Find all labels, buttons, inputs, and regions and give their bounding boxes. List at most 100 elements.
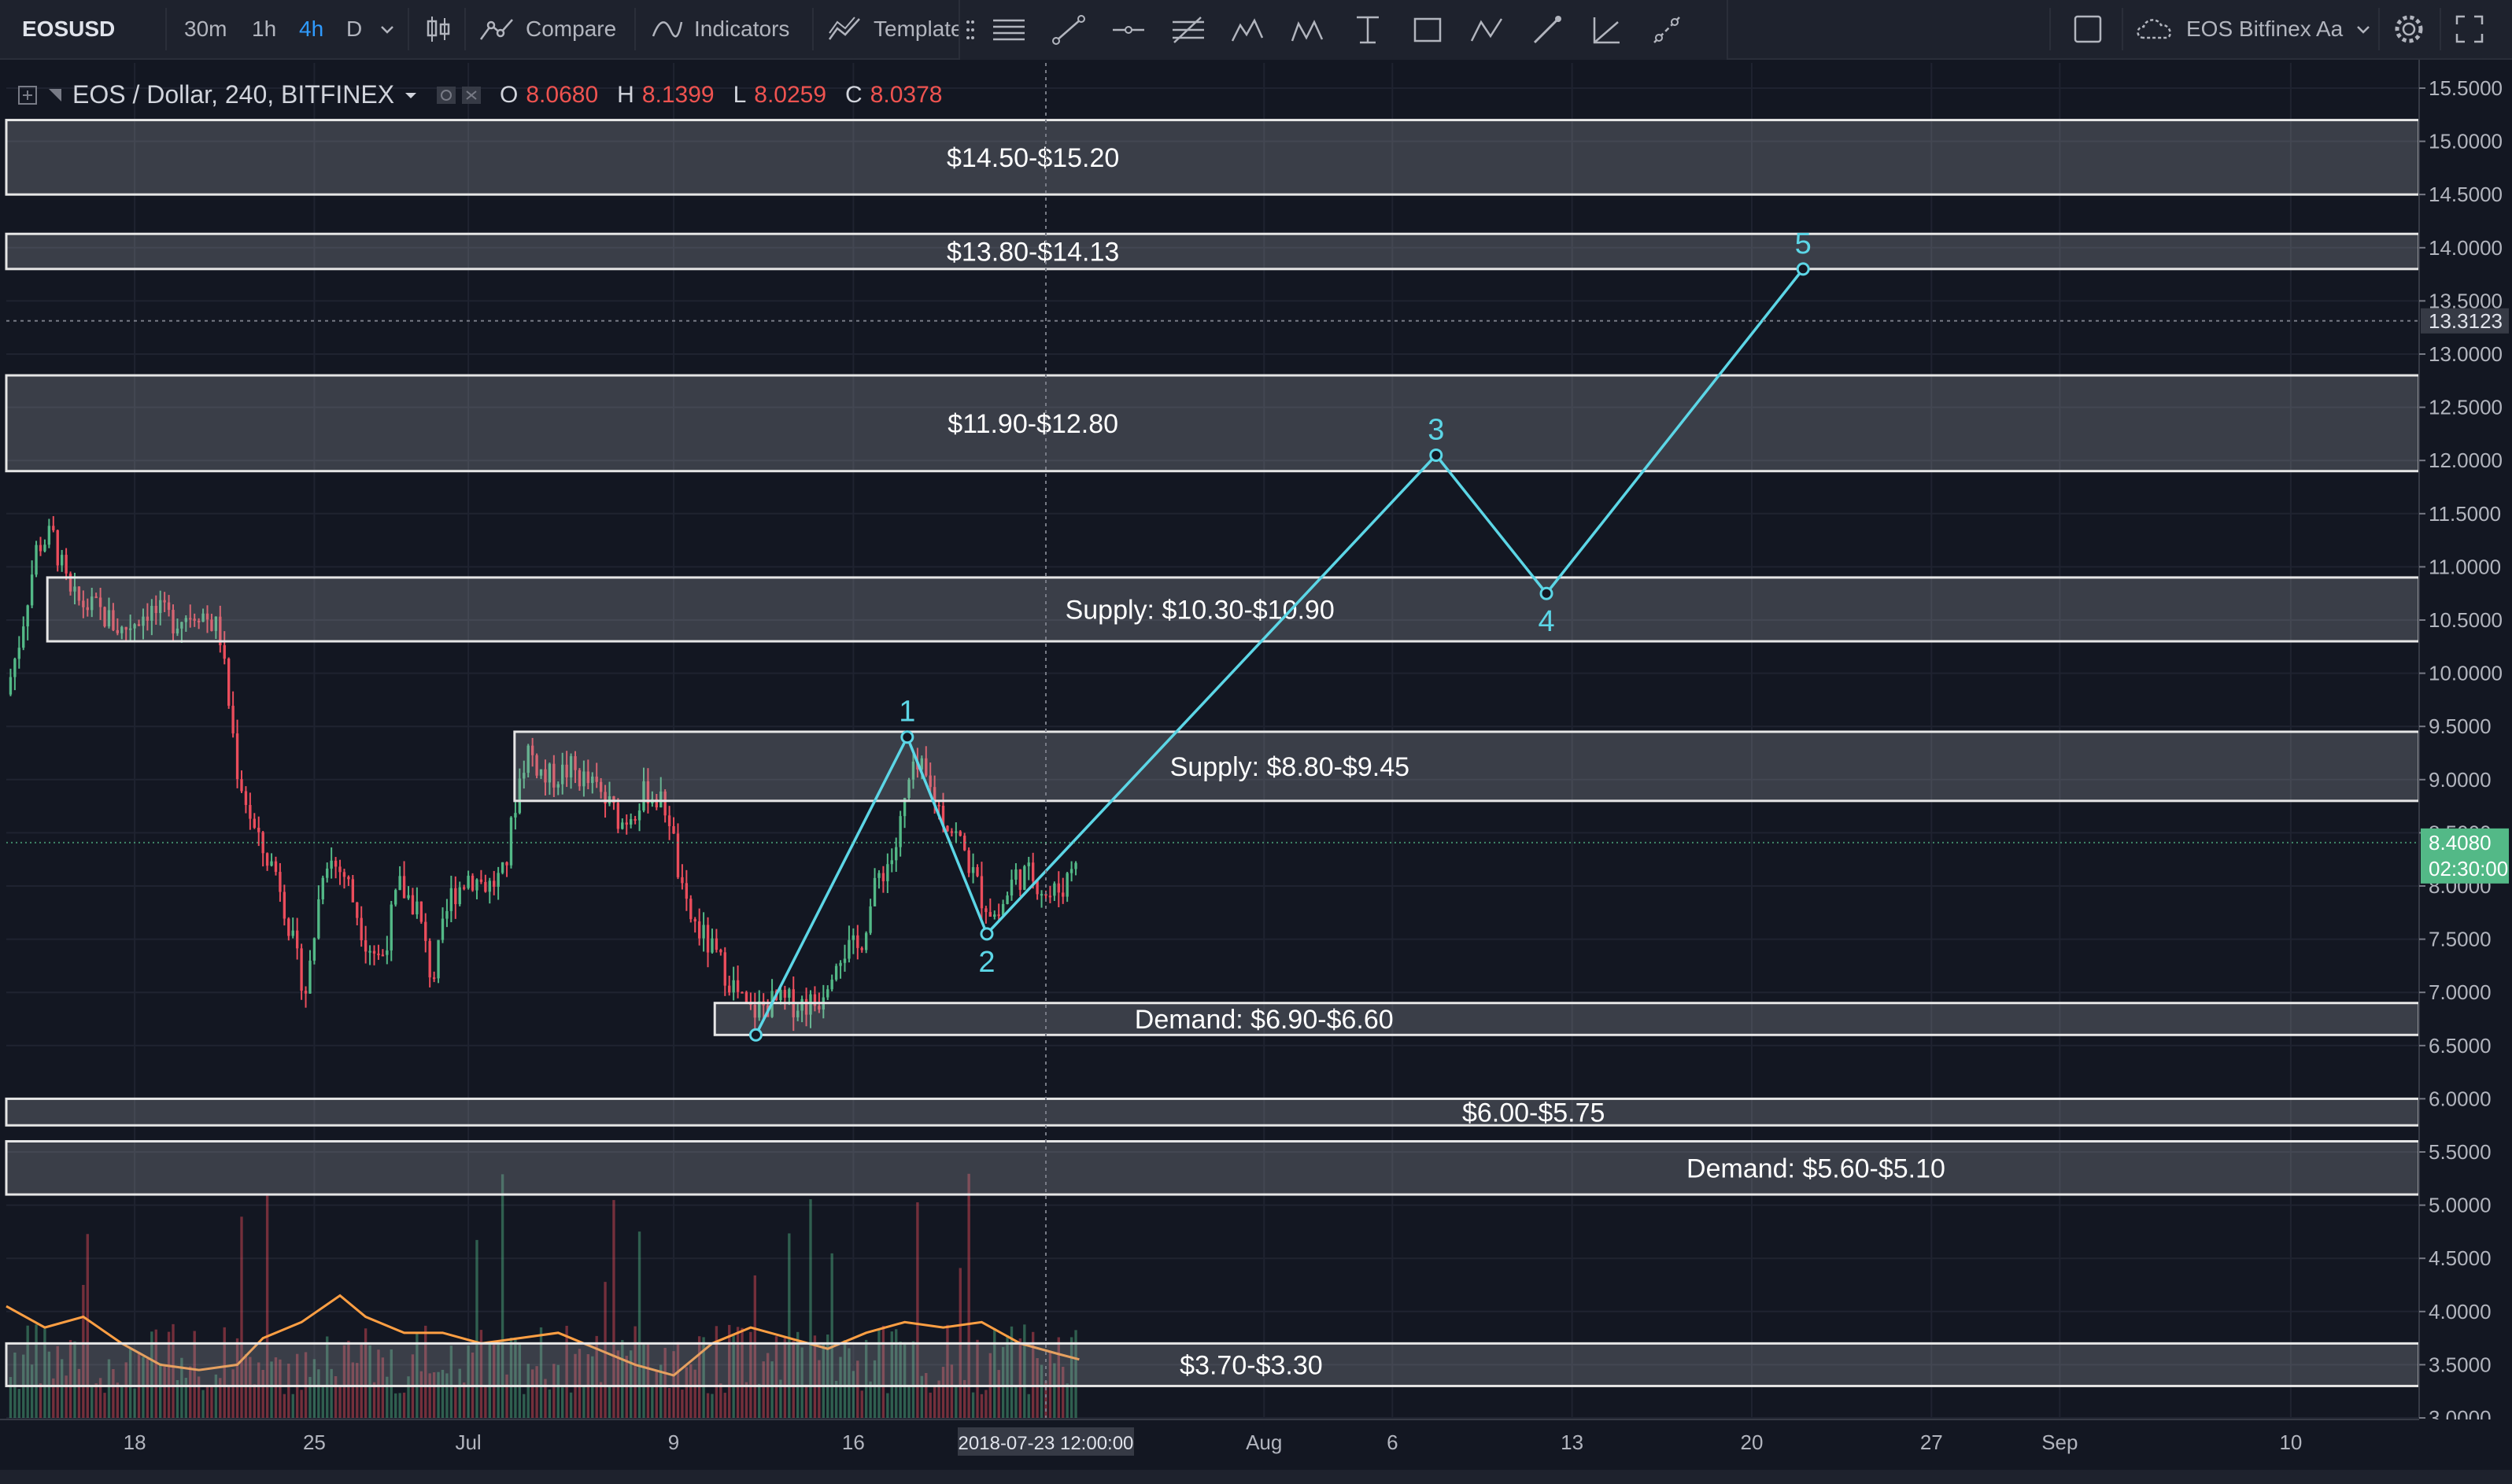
candle-body: [873, 877, 877, 906]
series-settings-icon[interactable]: [435, 85, 484, 105]
price-tick-label: 4.0000: [2429, 1300, 2492, 1323]
candle-body: [526, 745, 530, 773]
candle-body: [197, 620, 201, 622]
candle-body: [235, 733, 239, 780]
price-tick-label: 12.5000: [2429, 396, 2503, 419]
volume-bar: [937, 1380, 940, 1418]
volume-bar: [98, 1378, 102, 1418]
interval-4h[interactable]: 4h: [299, 17, 324, 41]
volume-bar: [227, 1384, 231, 1418]
fullscreen-button[interactable]: [2454, 0, 2485, 58]
volume-bar: [445, 1373, 449, 1418]
price-tick-label: 15.0000: [2429, 130, 2503, 153]
volume-bar: [941, 1367, 945, 1418]
fib-retracement-tool[interactable]: [1158, 0, 1218, 60]
volume-bar: [219, 1378, 222, 1418]
candle-body: [911, 761, 915, 780]
volume-bar: [839, 1357, 842, 1418]
volume-bar: [257, 1362, 260, 1418]
chart-background: [0, 60, 2512, 1470]
compare-button[interactable]: Compare: [478, 0, 616, 58]
candle-body: [869, 906, 872, 933]
candle-body: [976, 867, 979, 877]
volume-bar: [35, 1324, 38, 1418]
chevron-down-icon[interactable]: [402, 87, 419, 104]
volume-bar: [818, 1360, 821, 1418]
volume-bar: [394, 1393, 397, 1418]
volume-bar: [342, 1345, 346, 1418]
candle-body: [47, 526, 51, 545]
settings-button[interactable]: [2392, 0, 2425, 58]
chart-type-button[interactable]: [425, 0, 452, 58]
candle-body: [356, 902, 359, 918]
drag-handle[interactable]: [966, 19, 974, 42]
price-tick-label: 4.5000: [2429, 1246, 2492, 1270]
trend-line-tool[interactable]: [1039, 0, 1099, 60]
candle-body: [219, 616, 222, 646]
pattern-tool[interactable]: [1278, 0, 1338, 60]
candle-body: [723, 952, 726, 986]
fullscreen-icon: [2455, 15, 2484, 43]
wave-point: [900, 730, 914, 744]
interval-30m[interactable]: 30m: [184, 17, 227, 41]
layout-button[interactable]: [2073, 0, 2103, 58]
time-tick-label: 16: [842, 1430, 865, 1454]
volume-bar: [804, 1384, 808, 1418]
brush-tool[interactable]: [1517, 0, 1577, 60]
trend-line-icon: [1052, 15, 1085, 45]
candle-body: [124, 626, 127, 630]
horizontal-line-tool[interactable]: [1099, 0, 1158, 60]
candle-body: [702, 925, 705, 939]
volume-bar: [518, 1342, 522, 1418]
volume-bar: [864, 1339, 868, 1418]
volume-bar: [458, 1368, 461, 1418]
candle-body: [539, 769, 543, 776]
interval-1h[interactable]: 1h: [252, 17, 277, 41]
volume-bar: [967, 1173, 970, 1418]
candle-body: [249, 805, 252, 819]
candle-body: [895, 847, 898, 861]
elliott-wave-icon: [1231, 18, 1264, 42]
volume-bar: [646, 1342, 650, 1418]
candle-body: [167, 602, 171, 611]
candle-body: [91, 596, 94, 611]
plus-square-icon[interactable]: [17, 85, 38, 105]
candle-body: [227, 659, 231, 706]
abcd-pattern-tool[interactable]: [1457, 0, 1517, 60]
measure-tool[interactable]: [1577, 0, 1637, 60]
volume-bar: [497, 1342, 500, 1418]
volume-bar: [1010, 1326, 1014, 1418]
volume-bar: [886, 1393, 889, 1418]
volume-bar: [578, 1349, 582, 1418]
volume-bar: [822, 1344, 825, 1418]
elliott-wave-layer: 1 2 3 4 5: [748, 227, 1812, 1042]
flag-icon[interactable]: [46, 86, 65, 105]
chevron-down-icon: [2357, 26, 2370, 34]
templates-button[interactable]: Templates: [828, 0, 974, 58]
volume-bar: [467, 1346, 470, 1418]
volume-bar: [565, 1325, 568, 1418]
close-label: C: [845, 81, 863, 108]
volume-bar: [1036, 1358, 1039, 1418]
text-tool[interactable]: [1338, 0, 1398, 60]
volume-bar: [1031, 1331, 1035, 1418]
candle-body: [137, 624, 141, 626]
volume-bar: [1040, 1364, 1044, 1418]
time-tick-label: 10: [2279, 1430, 2302, 1454]
candle-body: [586, 771, 590, 784]
indicators-button[interactable]: Indicators: [652, 0, 789, 58]
forecast-tool[interactable]: [1637, 0, 1697, 60]
symbol-search-button[interactable]: EOSUSD: [22, 0, 115, 58]
wave-label: 2: [978, 946, 995, 979]
candle-body: [26, 605, 29, 627]
horizontal-lines-tool[interactable]: [979, 0, 1039, 60]
save-layout-button[interactable]: EOS Bitfinex Aa: [2134, 0, 2373, 58]
rectangle-tool[interactable]: [1398, 0, 1457, 60]
interval-dropdown[interactable]: [378, 0, 397, 58]
elliott-wave-tool[interactable]: [1218, 0, 1278, 60]
volume-bar: [77, 1368, 81, 1418]
compare-icon: [479, 19, 513, 40]
interval-d[interactable]: D: [346, 17, 363, 41]
volume-bar: [993, 1328, 996, 1418]
